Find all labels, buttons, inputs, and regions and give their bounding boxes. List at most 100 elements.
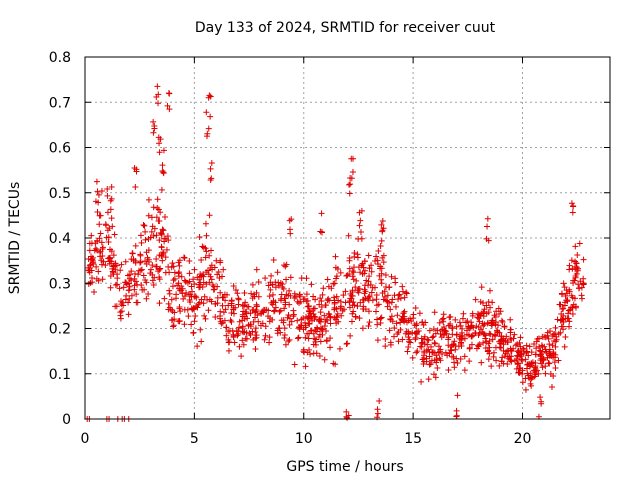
data-point	[538, 360, 545, 367]
data-point	[454, 392, 461, 399]
data-point	[288, 318, 295, 325]
data-point	[392, 275, 399, 282]
data-point	[466, 358, 473, 365]
x-tick-label: 10	[295, 431, 313, 447]
data-point	[384, 298, 391, 305]
data-point	[294, 335, 301, 342]
data-point	[481, 306, 488, 313]
data-point	[159, 162, 166, 169]
data-point	[395, 338, 402, 345]
data-point	[377, 242, 384, 249]
data-point	[433, 356, 440, 363]
data-point	[131, 275, 138, 282]
data-point	[275, 279, 282, 286]
data-point	[378, 314, 385, 321]
data-point	[391, 333, 398, 340]
data-point	[165, 263, 172, 270]
data-point	[319, 326, 326, 333]
data-point	[155, 206, 162, 213]
data-point	[90, 260, 97, 267]
data-point	[304, 297, 311, 304]
data-point	[317, 295, 324, 302]
data-point	[393, 320, 400, 327]
data-point	[234, 332, 241, 339]
data-point	[563, 287, 570, 294]
data-point	[482, 335, 489, 342]
data-point	[96, 221, 103, 228]
data-point	[304, 330, 311, 337]
data-point	[217, 257, 224, 264]
data-point	[510, 335, 517, 342]
data-point	[134, 281, 141, 288]
data-point	[154, 83, 161, 90]
data-point	[321, 356, 328, 363]
data-point	[206, 279, 213, 286]
data-point	[294, 317, 301, 324]
x-tick-label: 20	[514, 431, 532, 447]
data-point	[294, 298, 301, 305]
data-point	[208, 175, 215, 182]
data-point	[93, 263, 100, 270]
data-point	[135, 267, 142, 274]
data-point	[281, 331, 288, 338]
data-point	[436, 348, 443, 355]
data-point	[504, 361, 511, 368]
data-point	[404, 348, 411, 355]
data-point	[120, 284, 127, 291]
data-point	[117, 315, 124, 322]
data-point	[348, 292, 355, 299]
data-point	[107, 206, 114, 213]
data-point	[261, 336, 268, 343]
data-point	[176, 317, 183, 324]
data-point	[357, 299, 364, 306]
data-point	[351, 253, 358, 260]
data-point	[563, 297, 570, 304]
data-point	[432, 340, 439, 347]
data-point	[371, 284, 378, 291]
data-point	[485, 298, 492, 305]
data-point	[480, 339, 487, 346]
data-point	[537, 394, 544, 401]
data-point	[148, 214, 155, 221]
data-point	[205, 125, 212, 132]
data-point	[560, 280, 567, 287]
data-point	[572, 258, 579, 265]
data-point	[159, 226, 166, 233]
data-point	[535, 370, 542, 377]
data-point	[343, 341, 350, 348]
data-point	[402, 330, 409, 337]
data-point	[116, 285, 123, 292]
data-point	[128, 268, 135, 275]
data-point	[283, 276, 290, 283]
data-point	[274, 269, 281, 276]
data-point	[378, 276, 385, 283]
data-point	[387, 341, 394, 348]
data-point	[365, 252, 372, 259]
data-point	[440, 323, 447, 330]
data-point	[528, 375, 535, 382]
data-point	[324, 276, 331, 283]
data-point	[565, 310, 572, 317]
y-tick-label: 0.4	[49, 231, 71, 247]
data-point	[334, 266, 341, 273]
data-point	[387, 306, 394, 313]
data-point	[281, 325, 288, 332]
data-point	[523, 342, 530, 349]
data-point	[321, 322, 328, 329]
data-point	[399, 288, 406, 295]
data-point	[395, 292, 402, 299]
data-point	[430, 371, 437, 378]
data-point	[255, 318, 262, 325]
data-point	[396, 291, 403, 298]
data-point	[206, 296, 213, 303]
data-point	[459, 315, 466, 322]
data-point	[425, 376, 432, 383]
data-point	[245, 322, 252, 329]
data-point	[428, 357, 435, 364]
data-point	[551, 331, 558, 338]
data-point	[335, 318, 342, 325]
data-point	[499, 354, 506, 361]
data-point	[480, 308, 487, 315]
data-point	[374, 316, 381, 323]
